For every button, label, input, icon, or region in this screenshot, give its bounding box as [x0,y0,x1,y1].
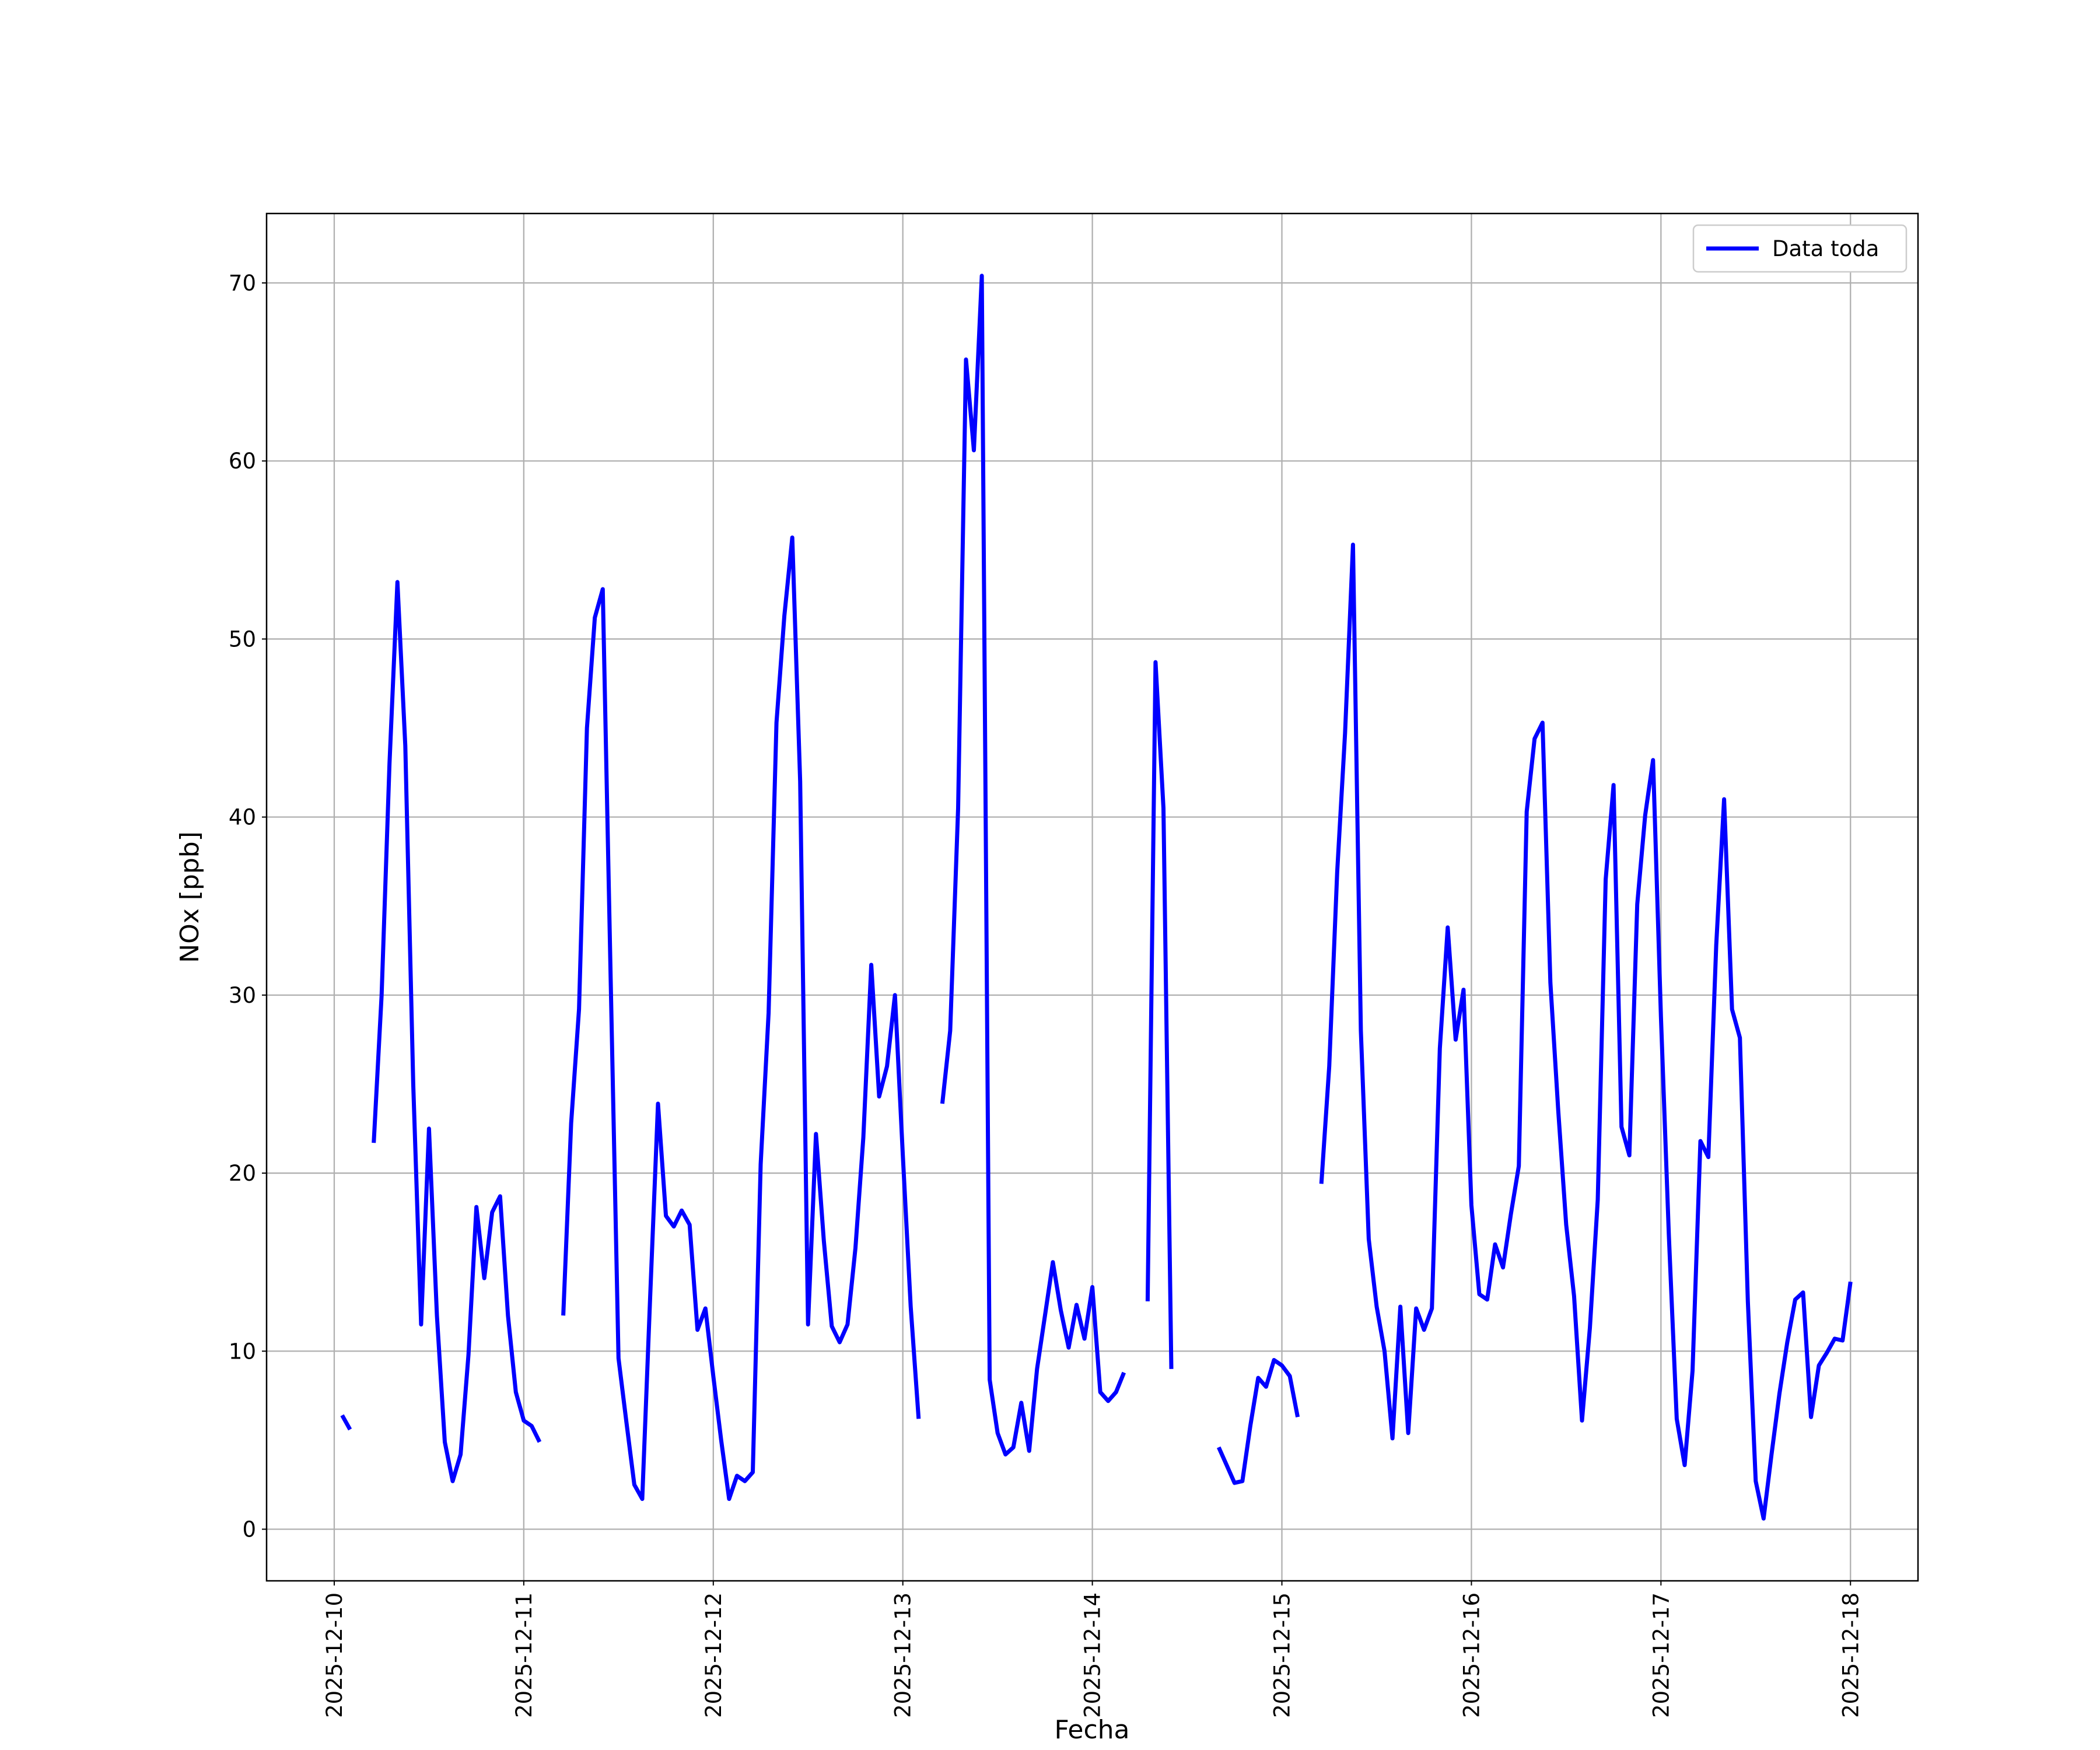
y-tick-label: 10 [229,1339,256,1364]
x-tick-label: 2025-12-18 [1838,1592,1863,1718]
x-tick-label: 2025-12-15 [1270,1592,1295,1718]
y-tick-label: 0 [242,1517,256,1542]
legend-label: Data toda [1772,236,1879,261]
y-tick-label: 70 [229,271,256,296]
x-tick-label: 2025-12-16 [1459,1592,1484,1718]
y-tick-label: 50 [229,626,256,652]
y-axis-label: NOx [ppb] [175,831,205,963]
y-tick-label: 60 [229,449,256,474]
legend: Data toda [1692,224,1908,273]
x-tick-label: 2025-12-14 [1080,1592,1105,1718]
x-tick-label: 2025-12-13 [891,1592,916,1718]
x-tick-label: 2025-12-11 [512,1592,537,1718]
x-tick-label: 2025-12-12 [701,1592,726,1718]
x-tick-label: 2025-12-10 [322,1592,347,1718]
plot-frame [265,212,1919,1582]
data-line [340,274,1853,1521]
x-axis-label: Fecha [1054,1715,1129,1745]
y-tick-label: 40 [229,805,256,830]
y-tick-label: 20 [229,1161,256,1186]
y-tick-label: 30 [229,983,256,1008]
legend-box [1692,224,1908,273]
x-tick-label: 2025-12-17 [1648,1592,1674,1718]
